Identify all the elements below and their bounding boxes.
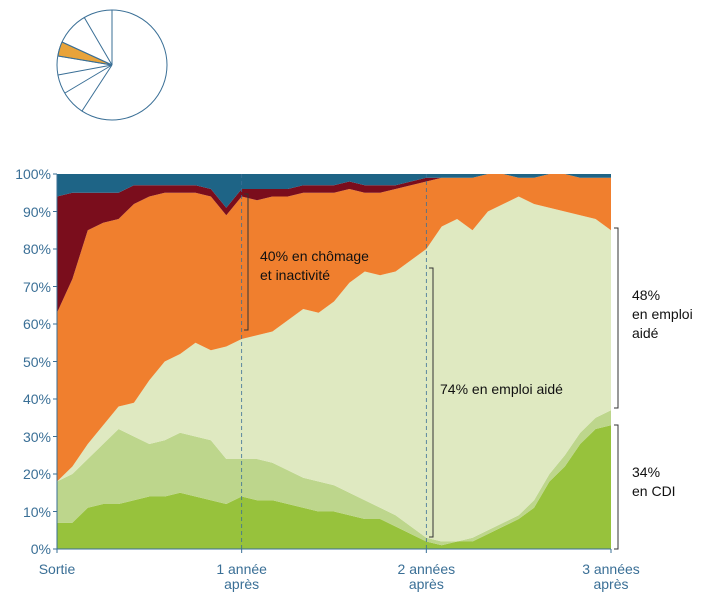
x-tick-label: 1 année après: [216, 561, 267, 592]
area: [57, 410, 611, 546]
y-tick-label: 20%: [22, 466, 51, 482]
y-tick-label: 10%: [22, 503, 51, 520]
pie-icon: [56, 9, 168, 121]
y-tick-label: 30%: [22, 428, 51, 445]
annotation: en CDI: [632, 483, 676, 499]
y-tick-label: 70%: [22, 278, 51, 295]
braces: [244, 193, 619, 550]
y-tick-label: 100%: [15, 166, 51, 182]
y-tick-label: 80%: [22, 241, 51, 257]
area: [57, 425, 611, 549]
y-tick-label: 90%: [22, 203, 51, 220]
annotation: et inactivité: [260, 267, 331, 283]
y-tick-label: 40%: [22, 391, 51, 407]
area: [57, 196, 611, 542]
x-tick-label: Sortie: [38, 561, 76, 577]
annotation: 34%: [632, 464, 661, 480]
y-tick-label: 60%: [22, 316, 51, 332]
annotation: 40% en chômage: [260, 248, 369, 264]
x-tick-label: 2 années après: [397, 561, 456, 592]
x-tick-label: 3 années après: [582, 561, 640, 592]
annotation: aidé: [632, 325, 659, 341]
annotation: 48%: [632, 287, 661, 303]
annotation: 74% en emploi aidé: [440, 381, 563, 397]
y-tick-label: 50%: [22, 353, 51, 370]
y-tick-label: 0%: [30, 541, 51, 557]
area: [57, 174, 611, 482]
area: [57, 174, 611, 208]
annotation: en emploi: [632, 306, 693, 322]
